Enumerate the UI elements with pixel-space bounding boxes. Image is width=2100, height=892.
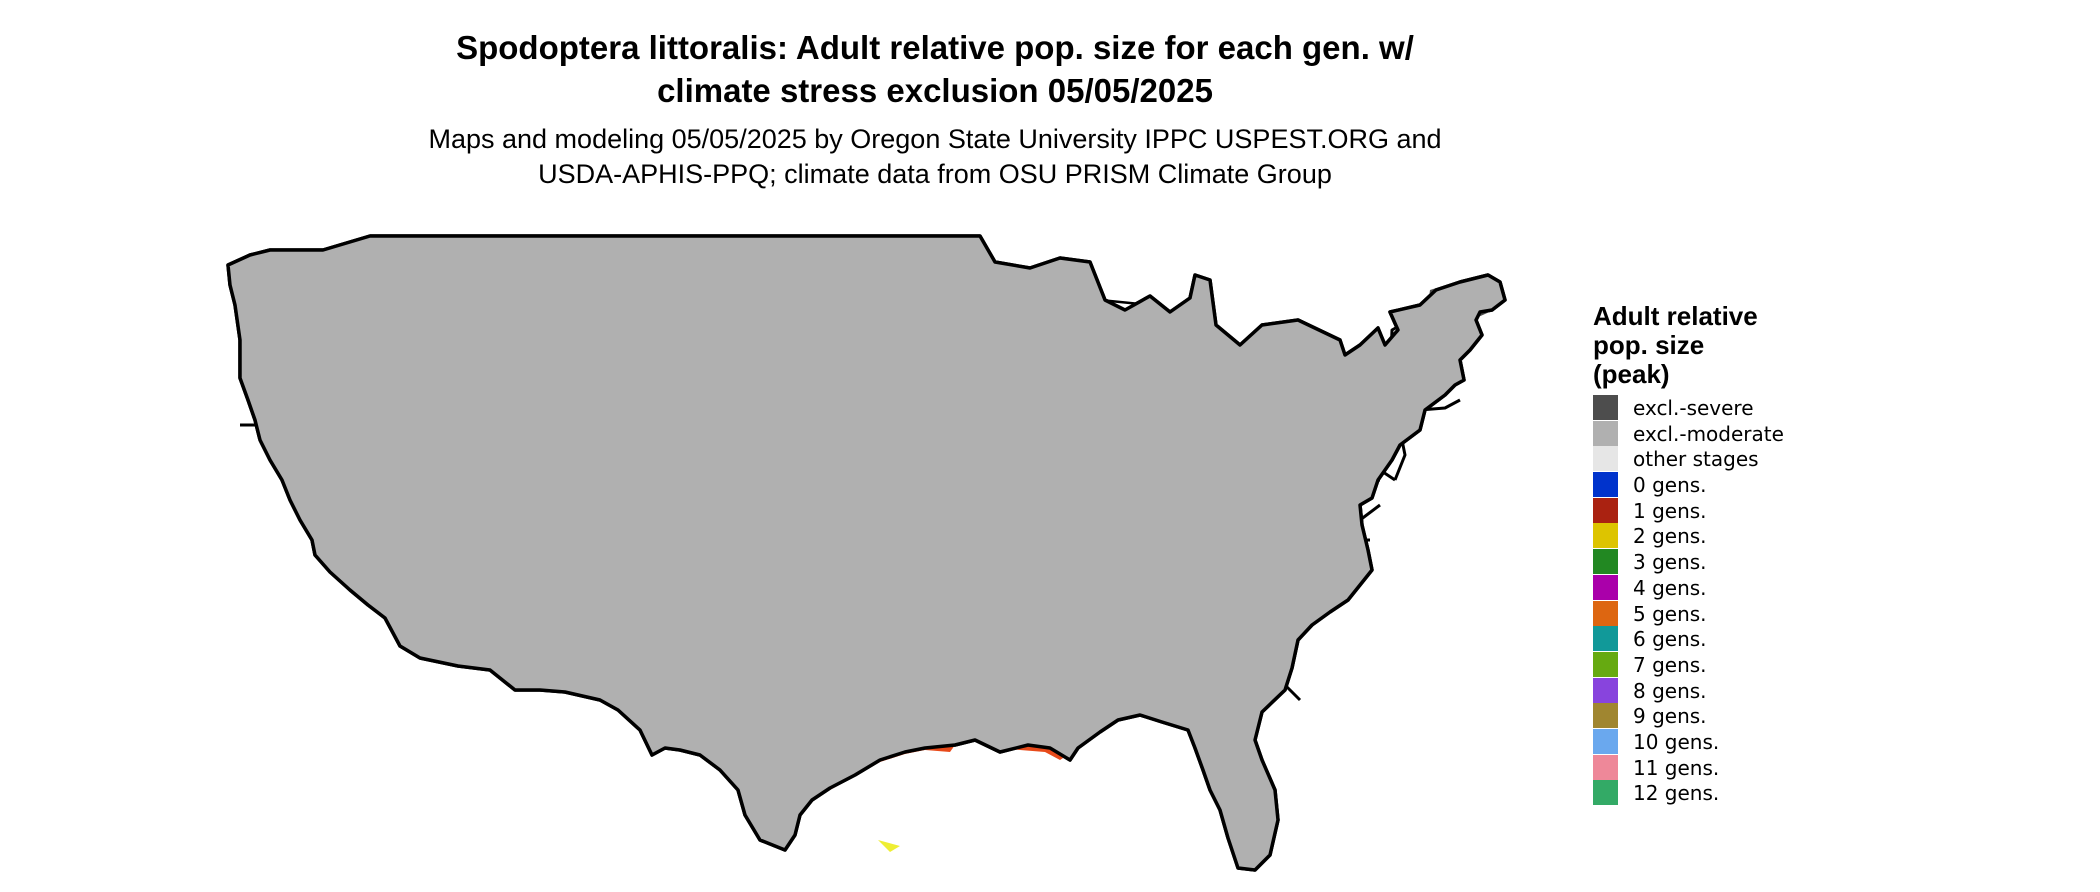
legend-label: 1 gens. — [1633, 498, 1707, 523]
legend-swatch — [1593, 754, 1618, 780]
legend-label: 10 gens. — [1633, 729, 1720, 754]
legend-label: excl.-severe — [1633, 396, 1754, 420]
legend-title: Adult relative pop. size (peak) — [1593, 302, 1758, 389]
legend-item: other stages — [1593, 446, 1759, 472]
legend-item: 12 gens. — [1593, 780, 1758, 806]
legend-swatch — [1593, 446, 1618, 472]
legend-label: 11 gens. — [1633, 755, 1720, 780]
legend-title-line-1: Adult relative — [1593, 301, 1758, 331]
legend-swatch — [1593, 728, 1618, 754]
map-title: Spodoptera littoralis: Adult relative po… — [330, 26, 1540, 112]
legend-item: 2 gens. — [1593, 523, 1758, 549]
legend-item: 8 gens. — [1593, 677, 1758, 704]
legend-swatch — [1593, 677, 1618, 703]
legend-item: 3 gens. — [1593, 549, 1758, 575]
legend-item: 6 gens. — [1593, 626, 1758, 652]
gens-yellow-regions — [878, 830, 1270, 870]
legend-item: excl.-moderate — [1593, 420, 1784, 447]
legend-label: excl.-moderate — [1633, 421, 1784, 446]
title-line-2: climate stress exclusion 05/05/2025 — [657, 72, 1213, 109]
legend-swatch — [1593, 780, 1618, 806]
legend-label: 12 gens. — [1633, 781, 1720, 806]
legend-item: 9 gens. — [1593, 703, 1758, 729]
legend-item: 5 gens. — [1593, 600, 1758, 627]
legend-swatch — [1593, 549, 1618, 575]
legend-item: 10 gens. — [1593, 728, 1758, 755]
title-line-1: Spodoptera littoralis: Adult relative po… — [456, 29, 1414, 66]
legend-title-line-2: pop. size — [1593, 330, 1705, 360]
map-legend: Adult relative pop. size (peak) excl.-se… — [1593, 302, 1784, 806]
legend-label: other stages — [1633, 447, 1759, 472]
legend-swatch — [1593, 395, 1618, 420]
legend-item: 1 gens. — [1593, 497, 1758, 524]
legend-item: 4 gens. — [1593, 574, 1758, 601]
legend-label: 2 gens. — [1633, 524, 1707, 549]
map-subtitle: Maps and modeling 05/05/2025 by Oregon S… — [330, 122, 1540, 192]
legend-swatch — [1593, 600, 1618, 626]
legend-label: 6 gens. — [1633, 627, 1707, 652]
subtitle-line-2: USDA-APHIS-PPQ; climate data from OSU PR… — [538, 159, 1332, 189]
legend-item: 11 gens. — [1593, 754, 1758, 781]
legend-swatch — [1593, 703, 1618, 729]
legend-label: 4 gens. — [1633, 575, 1707, 600]
legend-swatch — [1593, 626, 1618, 652]
legend-swatch — [1593, 472, 1618, 498]
legend-swatch — [1593, 420, 1618, 446]
legend-label: 8 gens. — [1633, 678, 1707, 703]
legend-swatch — [1593, 497, 1618, 523]
subtitle-line-1: Maps and modeling 05/05/2025 by Oregon S… — [428, 124, 1442, 154]
legend-items: excl.-severe excl.-moderate other stages 0 … — [1593, 395, 1784, 806]
legend-title-line-3: (peak) — [1593, 359, 1670, 389]
legend-item: excl.-severe — [1593, 395, 1758, 421]
legend-label: 7 gens. — [1633, 652, 1707, 677]
legend-label: 9 gens. — [1633, 704, 1707, 729]
legend-swatch — [1593, 651, 1618, 677]
legend-label: 3 gens. — [1633, 550, 1707, 575]
legend-label: 0 gens. — [1633, 473, 1707, 498]
legend-label: 5 gens. — [1633, 601, 1707, 626]
legend-item: 7 gens. — [1593, 651, 1758, 678]
legend-swatch — [1593, 523, 1618, 549]
legend-item: 0 gens. — [1593, 472, 1758, 498]
legend-swatch — [1593, 574, 1618, 600]
